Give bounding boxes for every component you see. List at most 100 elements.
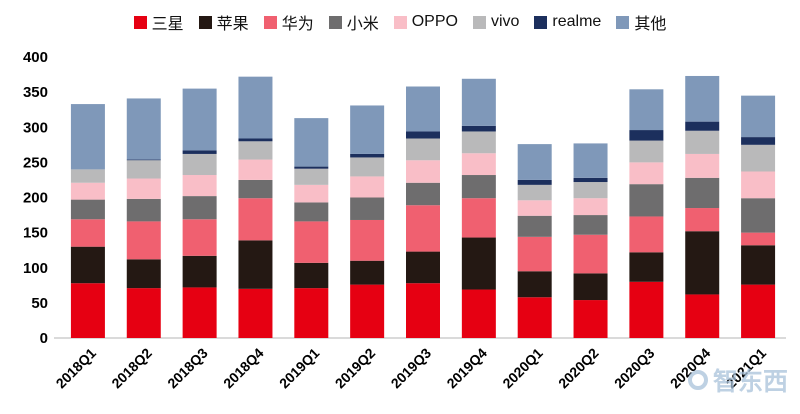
- bar-segment: [517, 297, 552, 338]
- bar-segment: [238, 138, 273, 142]
- y-tick-label: 50: [31, 295, 48, 312]
- bar-segment: [517, 200, 552, 216]
- bar-segment: [70, 182, 105, 200]
- bar-segment: [573, 177, 608, 183]
- bar-segment: [126, 178, 161, 199]
- y-tick-label: 100: [23, 260, 48, 277]
- y-tick-label: 300: [23, 119, 48, 136]
- legend-item: 其他: [616, 10, 666, 34]
- bar-segment: [350, 157, 385, 177]
- bar-segment: [294, 166, 329, 169]
- bar-segment: [629, 216, 664, 253]
- x-tick-label: 2019Q3: [388, 345, 435, 392]
- y-tick-label: 350: [23, 84, 48, 101]
- legend-label: 小米: [346, 16, 379, 33]
- bar-segment: [461, 175, 496, 199]
- legend-item: 小米: [328, 10, 379, 34]
- bar-segment: [182, 150, 217, 154]
- bar-segment: [573, 215, 608, 235]
- bar-segment: [741, 284, 776, 338]
- bar-segment: [741, 232, 776, 246]
- legend-label: 苹果: [216, 16, 249, 33]
- legend-swatch: [263, 15, 277, 29]
- bar-segment: [126, 159, 161, 161]
- bar-segment: [741, 137, 776, 145]
- y-tick-label: 400: [23, 49, 48, 66]
- bar-segment: [461, 198, 496, 238]
- bar-segment: [238, 76, 273, 139]
- legend-item: realme: [534, 13, 601, 31]
- legend-swatch: [393, 15, 407, 29]
- bar-segment: [182, 255, 217, 288]
- bar-segment: [629, 281, 664, 338]
- bar-segment: [126, 288, 161, 338]
- bar-segment: [629, 130, 664, 141]
- bar-segment: [294, 184, 329, 203]
- y-tick-label: 150: [23, 225, 48, 242]
- bar-segment: [573, 198, 608, 216]
- bar-segment: [294, 221, 329, 263]
- bar-segment: [406, 205, 440, 252]
- bar-segment: [461, 131, 496, 154]
- bar-segment: [741, 95, 776, 138]
- bar-segment: [294, 288, 329, 338]
- bar-segment: [406, 86, 440, 132]
- bar-segment: [629, 184, 664, 217]
- bar-segment: [238, 198, 273, 241]
- bar-segment: [182, 219, 217, 256]
- bar-segment: [182, 175, 217, 197]
- legend-item: 苹果: [198, 10, 249, 34]
- legend-item: 三星: [133, 10, 184, 34]
- x-tick-label: 2018Q1: [52, 345, 99, 392]
- x-tick-label: 2018Q2: [108, 345, 155, 392]
- bar-segment: [517, 236, 552, 272]
- bar-segment: [406, 160, 440, 183]
- bar-segment: [685, 294, 720, 338]
- bar-segment: [350, 219, 385, 261]
- legend-label: 其他: [634, 16, 667, 33]
- bar-segment: [406, 131, 440, 139]
- bar-segment: [238, 141, 273, 160]
- bar-segment: [629, 89, 664, 131]
- bar-segment: [685, 121, 720, 131]
- bar-segment: [350, 197, 385, 220]
- bar-segment: [517, 179, 552, 185]
- bar-segment: [70, 169, 105, 183]
- bar-segment: [573, 234, 608, 274]
- bar-segment: [406, 251, 440, 284]
- legend-label: realme: [552, 13, 602, 30]
- bar-segment: [741, 198, 776, 233]
- bar-segment: [70, 219, 105, 247]
- bar-segment: [182, 88, 217, 151]
- bar-segment: [126, 160, 161, 179]
- bar-segment: [685, 177, 720, 209]
- x-tick-label: 2020Q3: [611, 345, 658, 392]
- x-tick-label: 2018Q3: [164, 345, 211, 392]
- legend-swatch: [616, 15, 630, 29]
- legend-swatch: [133, 15, 147, 29]
- bar-segment: [70, 246, 105, 284]
- bar-segment: [350, 105, 385, 154]
- x-tick-label: 2019Q1: [276, 345, 323, 392]
- legend-item: 华为: [263, 10, 314, 34]
- bar-segment: [70, 104, 105, 170]
- bar-segment: [573, 182, 608, 199]
- bar-segment: [573, 300, 608, 338]
- bar-segment: [461, 125, 496, 132]
- x-tick-label: 2020Q1: [499, 345, 546, 392]
- legend-swatch: [198, 15, 212, 29]
- bar-segment: [685, 75, 720, 122]
- bar-segment: [294, 262, 329, 289]
- bar-segment: [238, 240, 273, 289]
- bar-segment: [517, 184, 552, 201]
- bar-segment: [182, 287, 217, 338]
- y-tick-label: 200: [23, 190, 48, 207]
- bar-segment: [629, 140, 664, 163]
- bar-segment: [70, 199, 105, 220]
- legend-swatch: [328, 15, 342, 29]
- bar-segment: [350, 176, 385, 198]
- bar-segment: [406, 283, 440, 338]
- bar-segment: [517, 144, 552, 180]
- bar-segment: [629, 252, 664, 282]
